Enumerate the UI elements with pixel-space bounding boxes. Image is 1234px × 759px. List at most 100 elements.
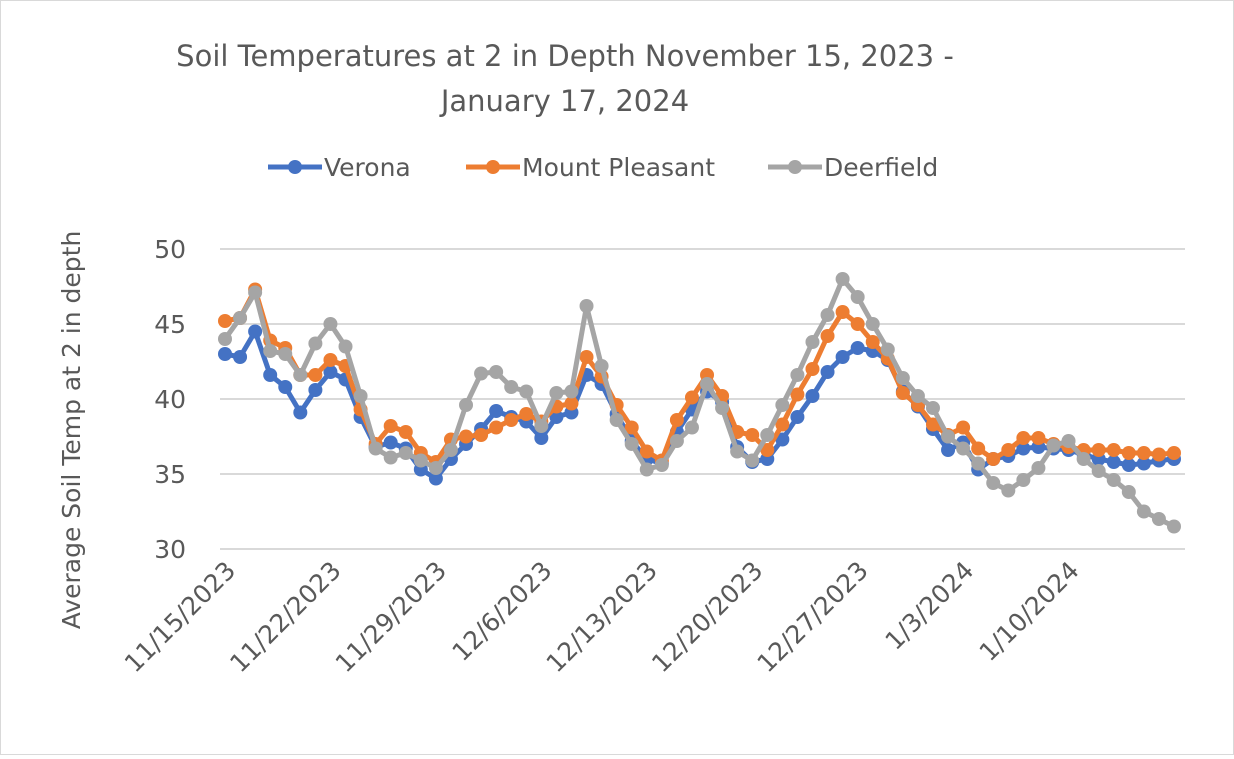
data-point: [790, 387, 805, 402]
data-point: [459, 429, 474, 444]
data-point: [805, 335, 820, 349]
data-point: [308, 336, 323, 351]
data-point: [910, 389, 925, 403]
data-point: [579, 350, 594, 364]
data-point: [956, 420, 971, 435]
data-point: [941, 443, 956, 457]
data-point: [489, 404, 504, 418]
data-point: [1016, 431, 1031, 445]
legend-marker: [288, 160, 302, 174]
series-group: [218, 272, 1181, 534]
data-point: [971, 456, 986, 471]
data-point: [956, 441, 971, 456]
data-point: [579, 299, 594, 313]
data-point: [715, 401, 730, 415]
y-tick-label: 50: [154, 235, 186, 264]
data-point: [323, 353, 338, 367]
data-point: [489, 420, 504, 435]
data-point: [1016, 441, 1031, 456]
data-point: [1076, 452, 1091, 466]
data-point: [353, 389, 368, 403]
data-point: [308, 383, 323, 397]
legend-item: Deerfield: [768, 153, 938, 182]
data-point: [1121, 446, 1136, 460]
data-point: [1031, 431, 1046, 445]
data-point: [971, 441, 986, 456]
data-point: [218, 332, 232, 346]
data-point: [1121, 458, 1136, 472]
data-point: [820, 329, 835, 343]
data-point: [564, 384, 579, 399]
data-point: [820, 308, 835, 322]
data-point: [459, 398, 474, 412]
data-point: [1167, 519, 1181, 534]
data-point: [1016, 473, 1031, 487]
data-point: [1151, 512, 1166, 526]
data-point: [1106, 455, 1121, 469]
data-point: [850, 317, 865, 331]
y-axis-ticks: 30 35 40 45 50: [154, 235, 186, 564]
series-mount-pleasant: [218, 282, 1181, 469]
legend-item: Verona: [268, 153, 411, 182]
data-point: [218, 314, 232, 328]
data-point: [263, 368, 278, 382]
y-tick-label: 45: [154, 310, 186, 339]
data-point: [1001, 483, 1016, 498]
data-point: [624, 437, 639, 451]
chart-title-line-2: January 17, 2024: [439, 84, 689, 118]
data-point: [925, 417, 940, 432]
data-point: [489, 365, 504, 379]
series-deerfield: [218, 272, 1181, 534]
data-point: [805, 389, 820, 403]
data-point: [1061, 434, 1076, 448]
data-point: [850, 341, 865, 355]
legend-label: Verona: [324, 153, 411, 182]
data-point: [865, 335, 880, 349]
data-point: [293, 405, 308, 420]
data-point: [941, 429, 956, 444]
data-point: [805, 362, 820, 376]
data-point: [669, 413, 684, 427]
data-point: [308, 368, 323, 382]
data-point: [639, 462, 654, 477]
data-point: [895, 386, 910, 400]
data-point: [1046, 438, 1061, 453]
data-point: [1091, 443, 1106, 457]
data-point: [1136, 504, 1151, 519]
data-point: [1151, 447, 1166, 462]
data-point: [278, 380, 293, 394]
legend: Verona Mount Pleasant Deerfield: [268, 153, 938, 182]
data-point: [504, 413, 519, 427]
data-point: [474, 428, 489, 442]
data-point: [1106, 443, 1121, 457]
data-point: [745, 453, 760, 468]
data-point: [338, 339, 353, 354]
data-point: [1106, 473, 1121, 487]
data-point: [443, 443, 458, 457]
data-point: [1091, 464, 1106, 478]
data-point: [639, 444, 654, 459]
data-point: [880, 342, 895, 357]
data-point: [534, 419, 549, 433]
legend-label: Mount Pleasant: [522, 153, 715, 182]
data-point: [865, 317, 880, 331]
data-point: [925, 401, 940, 415]
y-tick-label: 35: [154, 460, 186, 489]
data-point: [428, 471, 443, 486]
data-point: [519, 407, 534, 421]
data-point: [790, 410, 805, 424]
series-line: [222, 276, 1176, 529]
data-point: [986, 452, 1001, 466]
data-point: [1167, 446, 1181, 460]
data-point: [504, 380, 519, 394]
data-point: [1121, 485, 1136, 499]
data-point: [594, 359, 609, 373]
data-point: [986, 476, 1001, 490]
data-point: [730, 444, 745, 459]
y-tick-label: 40: [154, 385, 186, 414]
data-point: [684, 390, 699, 405]
data-point: [1001, 443, 1016, 457]
data-point: [383, 450, 398, 465]
